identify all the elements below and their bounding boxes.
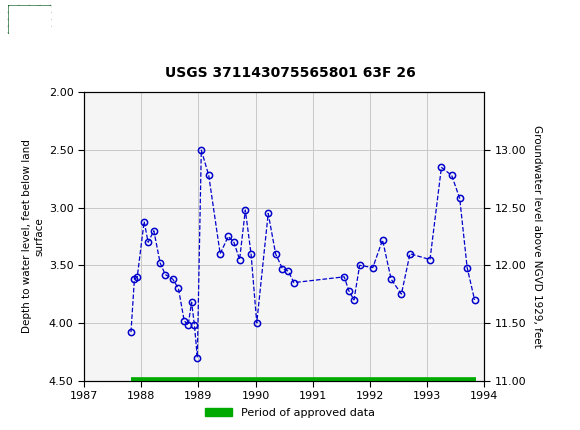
Y-axis label: Depth to water level, feet below land
surface: Depth to water level, feet below land su… [23,140,45,333]
FancyBboxPatch shape [9,6,50,33]
Text: USGS 371143075565801 63F 26: USGS 371143075565801 63F 26 [165,65,415,80]
Text: USGS: USGS [57,10,113,28]
Legend: Period of approved data: Period of approved data [200,403,380,422]
Y-axis label: Groundwater level above NGVD 1929, feet: Groundwater level above NGVD 1929, feet [532,125,542,348]
